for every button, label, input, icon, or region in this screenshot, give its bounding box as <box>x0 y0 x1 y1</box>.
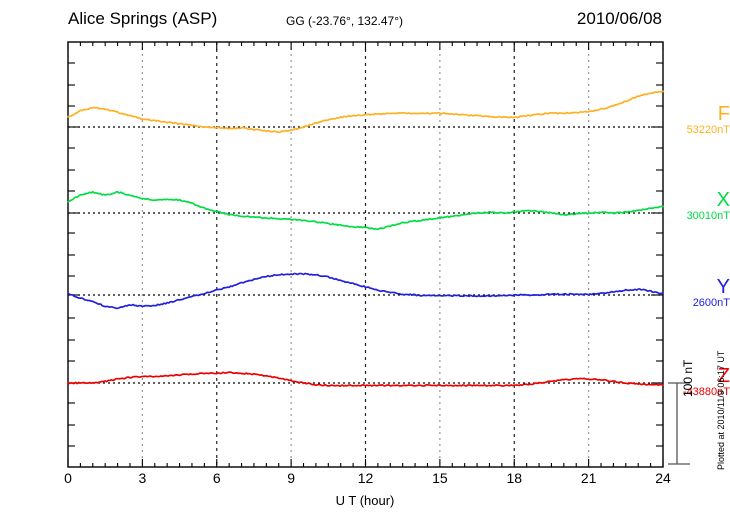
scale-bar <box>668 382 690 465</box>
component-letter-z: Z <box>717 365 730 387</box>
scale-bar-caption: 100 nT <box>681 359 695 397</box>
component-baseline-z: -43880nT <box>682 386 730 398</box>
x-tick-label-6: 6 <box>212 470 221 486</box>
trace-x <box>67 190 664 231</box>
x-tick-label-0: 0 <box>64 470 72 486</box>
component-label-y: Y 2600nT <box>668 277 730 310</box>
x-tick-label-18: 18 <box>506 470 523 486</box>
trace-f <box>67 90 664 134</box>
component-baseline-y: 2600nT <box>692 297 730 309</box>
component-letter-f: F <box>717 103 730 125</box>
plot-timestamp: Plotted at 2010/11/9 06:17 UT <box>716 350 726 470</box>
component-baseline-f: 53220nT <box>686 124 730 136</box>
x-tick-label-3: 3 <box>138 470 147 486</box>
x-tick-label-24: 24 <box>655 470 671 486</box>
x-tick-label-15: 15 <box>432 470 448 486</box>
station-title: Alice Springs (ASP) <box>68 9 218 28</box>
x-tick-label-21: 21 <box>580 470 597 486</box>
trace-y <box>67 272 664 310</box>
component-label-z: Z -43880nT <box>668 366 730 399</box>
vertical-gridlines <box>141 42 590 467</box>
geographic-coordinates: GG (-23.76°, 132.47°) <box>286 14 403 28</box>
component-traces <box>67 90 664 387</box>
component-baselines <box>68 126 663 384</box>
axis-ticks <box>67 42 664 467</box>
observation-date: 2010/06/08 <box>576 9 662 28</box>
component-letter-y: Y <box>716 276 730 298</box>
component-label-x: X 30010nT <box>668 190 730 223</box>
trace-z <box>67 371 664 387</box>
component-letter-x: X <box>716 189 730 211</box>
component-label-f: F 53220nT <box>668 104 730 137</box>
x-axis-title: U T (hour) <box>335 493 395 508</box>
component-baseline-x: 30010nT <box>686 210 730 222</box>
x-tick-label-9: 9 <box>287 470 296 486</box>
x-tick-label-12: 12 <box>357 470 374 486</box>
